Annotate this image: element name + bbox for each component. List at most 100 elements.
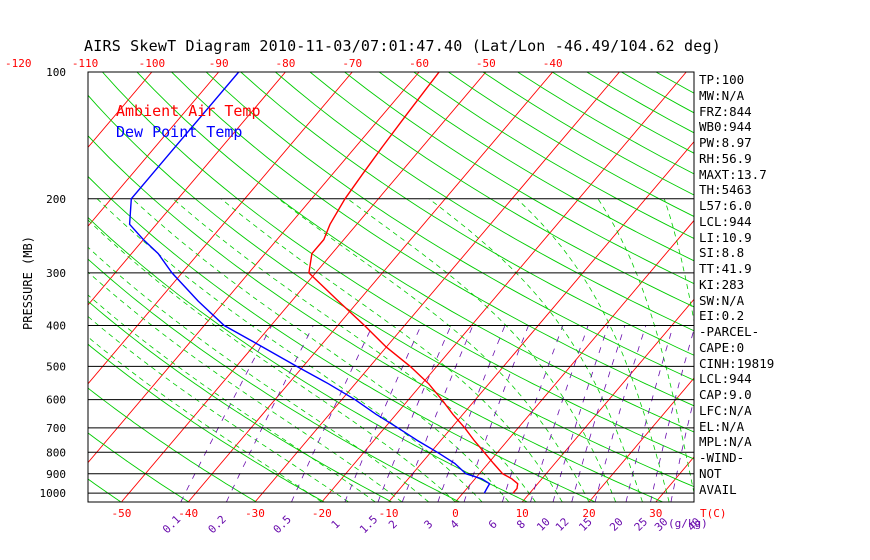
mixing-ratio-unit-label: (g/kg) (668, 517, 708, 530)
isotherm-line (121, 72, 487, 502)
isotherm-line (187, 72, 554, 502)
mixing-ratio-label: 1 (329, 518, 343, 532)
isotherm-line (88, 72, 220, 227)
temp-tick-label-top: -70 (342, 57, 362, 70)
plot-area (0, 72, 694, 502)
moist-adiabat-line (88, 336, 323, 502)
dry-adiabat-line (136, 72, 694, 433)
legend-ambient-air-temp: Ambient Air Temp (116, 102, 261, 120)
temp-tick-label-top: -90 (209, 57, 229, 70)
mixing-ratio-label: 20 (607, 515, 626, 534)
moist-adiabat-line (428, 198, 643, 502)
pressure-tick-label: 200 (46, 193, 66, 206)
isotherm-line (388, 140, 694, 502)
index-line: CAP:9.0 (699, 387, 752, 402)
pressure-tick-label: 800 (46, 446, 66, 459)
temp-unit-label: T(C) (700, 507, 727, 520)
moist-adiabat-line (88, 219, 456, 502)
mixing-ratio-label: 0.2 (206, 513, 229, 536)
mixing-ratio-line (401, 325, 474, 502)
index-line: TP:100 (699, 72, 745, 87)
index-line: EI:0.2 (699, 308, 745, 324)
isotherm-line (588, 377, 694, 502)
temp-tick-label-top: -100 (139, 57, 166, 70)
temp-tick-label-bottom: 30 (649, 507, 662, 520)
moist-adiabat-line (96, 198, 483, 502)
index-line: MAXT:13.7 (699, 166, 767, 182)
plot-border (87, 71, 695, 503)
mixing-ratio-label: 25 (632, 515, 651, 534)
dry-adiabat-line (275, 72, 694, 332)
mixing-ratio-label: 3 (422, 518, 436, 532)
dry-adiabat-line (88, 432, 189, 502)
dry-adiabat-line (88, 94, 694, 488)
pressure-tick-label: 100 (46, 66, 66, 79)
index-line: EL:N/A (699, 418, 745, 434)
temp-tick-label-bottom: -10 (379, 507, 399, 520)
index-line: SW:N/A (699, 292, 745, 308)
mixing-ratio-line (552, 325, 609, 502)
mixing-ratio-line (344, 325, 422, 502)
pressure-tick-label: 400 (46, 320, 66, 333)
mixing-ratio-label: 0.5 (271, 513, 294, 536)
index-line: AVAIL (699, 481, 737, 497)
isotherm-line (88, 72, 420, 464)
dry-adiabat-line (88, 300, 393, 502)
moist-adiabat-line (347, 198, 617, 502)
temp-tick-label-bottom: -30 (245, 507, 265, 520)
pressure-tick-label: 500 (46, 360, 66, 373)
moist-adiabat-line (278, 198, 590, 502)
moist-adiabat-line (88, 271, 403, 502)
dry-adiabat-line (344, 72, 694, 285)
moist-adiabat-line (88, 246, 429, 502)
moist-adiabat-line (132, 198, 510, 502)
isotherm-line (321, 72, 687, 502)
index-line: SI:8.8 (699, 245, 745, 261)
index-line: FRZ:844 (699, 103, 752, 119)
mixing-ratio-line (650, 327, 694, 502)
moist-adiabat-line (172, 198, 536, 502)
index-line: LFC:N/A (699, 402, 752, 418)
index-line: L57:6.0 (699, 198, 752, 213)
index-line: LI:10.9 (699, 229, 752, 245)
moist-adiabat-line (88, 315, 349, 502)
moist-adiabat-line (220, 198, 563, 502)
pressure-tick-label: 700 (46, 422, 66, 435)
index-line: MW:N/A (699, 87, 745, 103)
isotherm-line (455, 219, 694, 502)
dry-adiabat-line (240, 72, 694, 356)
index-line: LCL:944 (699, 371, 752, 387)
mixing-ratio-label: 6 (486, 518, 500, 532)
mixing-ratio-line (225, 325, 314, 502)
index-line: LCL:944 (699, 213, 752, 229)
isotherm-line (88, 72, 153, 149)
temp-tick-label-bottom: 0 (452, 507, 459, 520)
isotherm-line (0, 72, 18, 502)
temp-tick-label-bottom: 10 (516, 507, 529, 520)
dry-adiabat-line (309, 72, 694, 308)
pressure-tick-label: 300 (46, 267, 66, 280)
index-line: WB0:944 (699, 119, 752, 135)
dewpoint-profile (128, 72, 491, 494)
mixing-ratio-label: 12 (553, 515, 572, 534)
isotherm-line (254, 72, 620, 502)
moist-adiabat-line (597, 198, 694, 495)
temp-tick-label-bottom: -40 (178, 507, 198, 520)
pressure-tick-label: 1000 (40, 487, 67, 500)
moist-adiabat-line (88, 294, 376, 502)
temp-tick-label-top: -80 (276, 57, 296, 70)
index-line: KI:283 (699, 276, 745, 292)
mixing-ratio-label: 10 (534, 515, 553, 534)
temp-tick-label-top: -60 (409, 57, 429, 70)
index-line: -WIND- (699, 450, 745, 465)
dry-adiabat-line (88, 387, 257, 502)
moist-adiabat-line (663, 198, 694, 324)
temp-tick-label-top: -110 (72, 57, 99, 70)
dry-adiabat-line (205, 72, 694, 381)
dry-adiabat-line (88, 258, 460, 502)
temp-tick-label-top: -40 (543, 57, 563, 70)
mixing-ratio-line (670, 397, 694, 502)
isotherm-line (88, 72, 353, 385)
mixing-ratio-line (291, 325, 373, 502)
